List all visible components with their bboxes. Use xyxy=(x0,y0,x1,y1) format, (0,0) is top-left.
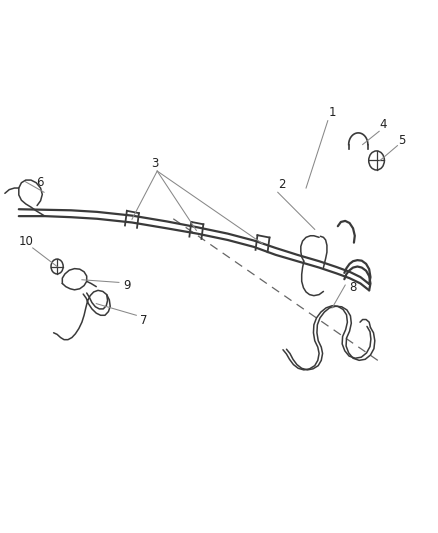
Text: 2: 2 xyxy=(279,178,286,191)
Text: 6: 6 xyxy=(36,176,43,189)
Text: 1: 1 xyxy=(328,106,336,119)
Text: 3: 3 xyxy=(152,157,159,169)
Text: 10: 10 xyxy=(19,235,34,248)
Text: 8: 8 xyxy=(350,281,357,294)
Text: 4: 4 xyxy=(380,118,387,132)
Text: 9: 9 xyxy=(123,279,131,292)
Text: 7: 7 xyxy=(141,314,148,327)
Text: 5: 5 xyxy=(398,134,406,147)
